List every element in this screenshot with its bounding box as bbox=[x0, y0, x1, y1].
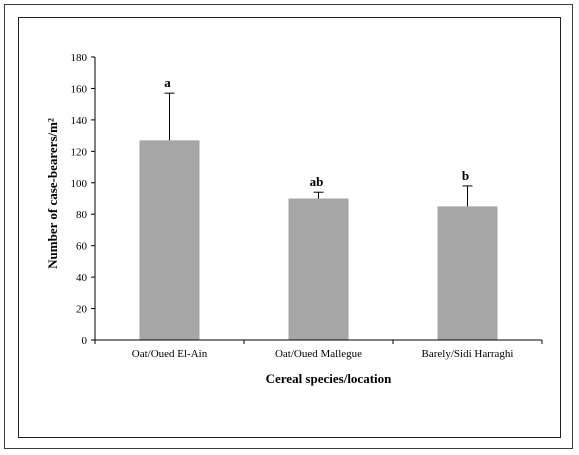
x-axis-title: Cereal species/location bbox=[266, 371, 393, 386]
x-tick-label-1: Oat/Oued El-Ain bbox=[132, 348, 208, 360]
x-tick-label-3: Barely/Sidi Harraghi bbox=[422, 348, 514, 360]
y-tick-label-2: 40 bbox=[76, 272, 88, 284]
y-tick-label-4: 80 bbox=[76, 209, 88, 221]
y-tick-label-9: 180 bbox=[71, 52, 88, 64]
significance-letter-1: a bbox=[164, 75, 171, 90]
y-tick-label-6: 120 bbox=[71, 146, 88, 158]
significance-letter-2: ab bbox=[310, 174, 324, 189]
error-bars-group bbox=[164, 92, 473, 207]
bar-1 bbox=[139, 140, 200, 340]
bars-group bbox=[139, 140, 498, 340]
y-axis-title: Number of case-bearers/m² bbox=[45, 118, 60, 269]
labels-group: a Oat/Oued El-Ain ab Oat/Oued Mallegue b Bare… bbox=[71, 52, 514, 360]
y-tick-label-3: 60 bbox=[76, 241, 88, 253]
bar-2 bbox=[288, 198, 349, 340]
axes-group bbox=[91, 56, 543, 344]
y-tick-label-1: 20 bbox=[76, 304, 88, 316]
significance-letter-3: b bbox=[462, 168, 469, 183]
bar-3 bbox=[437, 206, 498, 340]
y-tick-label-7: 140 bbox=[71, 115, 88, 127]
y-tick-label-5: 100 bbox=[71, 178, 88, 190]
y-tick-label-0: 0 bbox=[82, 335, 88, 347]
y-tick-label-8: 160 bbox=[71, 83, 88, 95]
x-tick-label-2: Oat/Oued Mallegue bbox=[275, 348, 362, 360]
chart-border bbox=[18, 17, 561, 438]
